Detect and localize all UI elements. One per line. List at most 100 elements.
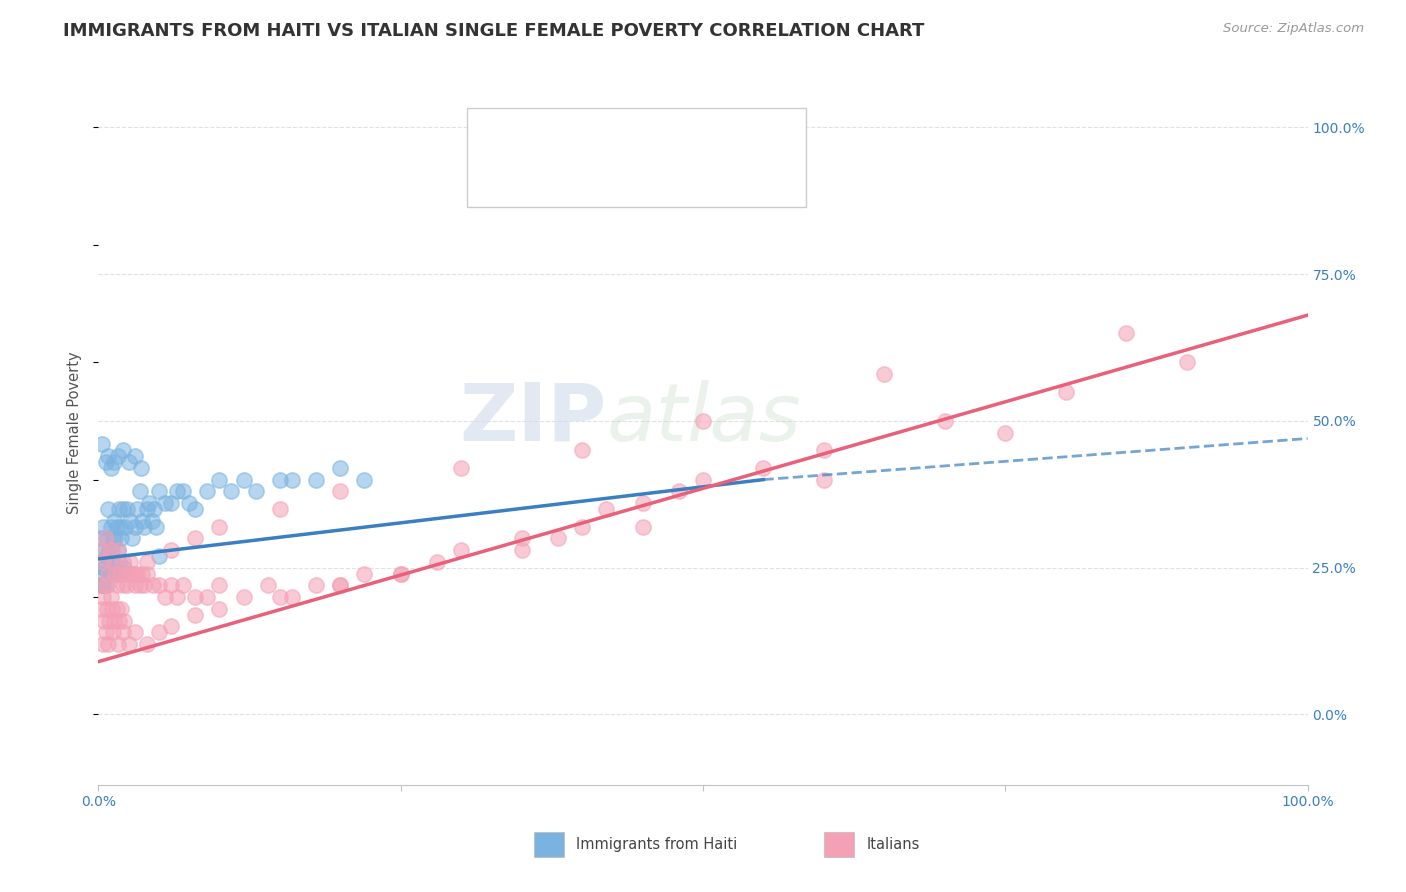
Point <box>100 543 122 558</box>
Point <box>110 602 132 616</box>
Point <box>94 549 117 563</box>
Point <box>232 590 254 604</box>
Point <box>128 578 150 592</box>
Point <box>329 461 352 475</box>
Point <box>107 449 129 463</box>
Point <box>329 578 352 592</box>
Point <box>1175 355 1198 369</box>
Point <box>426 555 449 569</box>
Point <box>256 578 278 592</box>
Point <box>353 473 375 487</box>
Point <box>184 590 207 604</box>
Point <box>91 578 114 592</box>
Point <box>131 566 153 581</box>
Point <box>90 578 112 592</box>
Point <box>221 484 243 499</box>
Point <box>124 449 146 463</box>
Point <box>100 519 122 533</box>
Point <box>118 637 141 651</box>
Point <box>172 484 194 499</box>
Point <box>98 543 121 558</box>
Point <box>91 437 114 451</box>
Point <box>160 578 183 592</box>
Point <box>108 502 131 516</box>
Point <box>195 590 218 604</box>
Point <box>269 502 291 516</box>
Point <box>107 637 129 651</box>
Point <box>94 532 117 546</box>
Point <box>114 566 136 581</box>
Point <box>752 461 775 475</box>
Point <box>103 614 125 628</box>
Point <box>934 414 956 428</box>
Point <box>91 637 114 651</box>
Point <box>172 578 194 592</box>
Point <box>108 519 131 533</box>
Point <box>117 578 139 592</box>
Point <box>813 473 835 487</box>
Point <box>105 519 128 533</box>
Point <box>571 519 593 533</box>
Point <box>127 502 149 516</box>
Point <box>153 590 176 604</box>
Point <box>93 614 115 628</box>
Point <box>97 502 120 516</box>
FancyBboxPatch shape <box>824 832 855 857</box>
Point <box>692 473 714 487</box>
Point <box>118 455 141 469</box>
Point <box>208 602 231 616</box>
Point <box>329 484 352 499</box>
Point <box>160 619 183 633</box>
Point <box>97 566 120 581</box>
Point <box>108 566 131 581</box>
Point <box>118 514 141 528</box>
Point <box>269 590 291 604</box>
Point <box>305 473 328 487</box>
Point <box>166 484 188 499</box>
Point <box>389 566 412 581</box>
Point <box>994 425 1017 440</box>
Point <box>107 543 129 558</box>
Point <box>571 443 593 458</box>
Point <box>100 590 122 604</box>
Text: Source: ZipAtlas.com: Source: ZipAtlas.com <box>1223 22 1364 36</box>
Point <box>148 549 170 563</box>
Point <box>131 514 153 528</box>
Point <box>143 502 166 516</box>
Point <box>105 566 128 581</box>
Point <box>105 602 128 616</box>
Point <box>184 502 207 516</box>
Point <box>108 555 131 569</box>
Point <box>111 578 134 592</box>
Point <box>98 566 121 581</box>
Point <box>107 543 129 558</box>
Point <box>93 560 115 574</box>
Point <box>148 484 170 499</box>
Point <box>118 566 141 581</box>
Point <box>100 543 122 558</box>
Point <box>124 625 146 640</box>
Point <box>97 637 120 651</box>
Point <box>510 543 533 558</box>
Point <box>108 614 131 628</box>
Point <box>208 578 231 592</box>
Point <box>129 461 152 475</box>
Point <box>450 543 472 558</box>
Point <box>100 555 122 569</box>
Point <box>389 566 412 581</box>
Point <box>111 555 134 569</box>
Text: Italians: Italians <box>866 837 920 852</box>
Point <box>1115 326 1137 340</box>
Text: atlas: atlas <box>606 379 801 458</box>
Point <box>128 484 150 499</box>
Point <box>813 443 835 458</box>
Point <box>94 455 117 469</box>
Point <box>104 532 127 546</box>
Point <box>135 502 157 516</box>
Point <box>124 519 146 533</box>
Point <box>100 602 122 616</box>
Point <box>124 566 146 581</box>
Point <box>138 496 160 510</box>
Point <box>98 614 121 628</box>
Point <box>281 590 304 604</box>
